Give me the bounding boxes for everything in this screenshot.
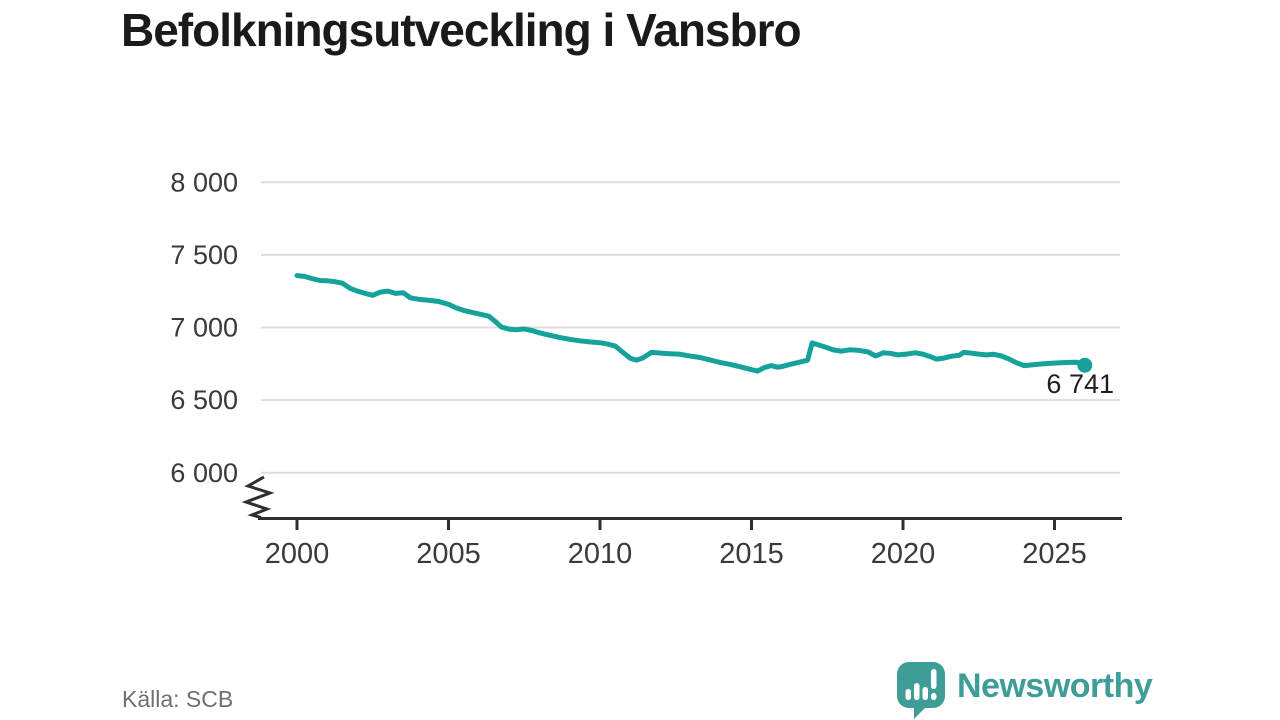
- x-tick-label-2020: 2020: [871, 538, 936, 570]
- exclamation-dot: [931, 693, 937, 700]
- population-line-chart: 8 000 7 500 7 000 6 500 6 000 2000 2005 2010 201…: [170, 167, 1122, 570]
- y-axis-break-zigzag: [241, 475, 275, 519]
- y-tick-label-6500: 6 500: [170, 385, 238, 415]
- end-value-label: 6 741: [1046, 369, 1114, 399]
- bar-2: [914, 683, 920, 700]
- y-tick-label-7000: 7 000: [170, 313, 238, 343]
- chart-title: Befolkningsutveckling i Vansbro: [121, 4, 802, 56]
- bar-3: [922, 687, 928, 700]
- x-tick-label-2000: 2000: [265, 538, 330, 570]
- x-tick-label-2015: 2015: [719, 538, 784, 570]
- y-tick-label-7500: 7 500: [170, 240, 238, 270]
- y-tick-label-8000: 8 000: [170, 167, 238, 197]
- x-tick-label-2025: 2025: [1022, 538, 1087, 570]
- newsworthy-logo-icon: [897, 662, 945, 719]
- y-tick-label-6000: 6 000: [170, 458, 238, 488]
- end-point-marker: [1077, 357, 1093, 373]
- x-tick-label-2010: 2010: [568, 538, 633, 570]
- population-line-series: [294, 273, 1088, 374]
- speech-bubble-shape: [897, 662, 945, 719]
- newsworthy-wordmark: Newsworthy: [957, 667, 1153, 705]
- exclamation-bar: [931, 669, 937, 689]
- source-attribution: Källa: SCB: [122, 686, 234, 712]
- bar-1: [905, 689, 911, 700]
- newsworthy-brand: Newsworthy: [897, 662, 1153, 720]
- x-tick-label-2005: 2005: [416, 538, 481, 570]
